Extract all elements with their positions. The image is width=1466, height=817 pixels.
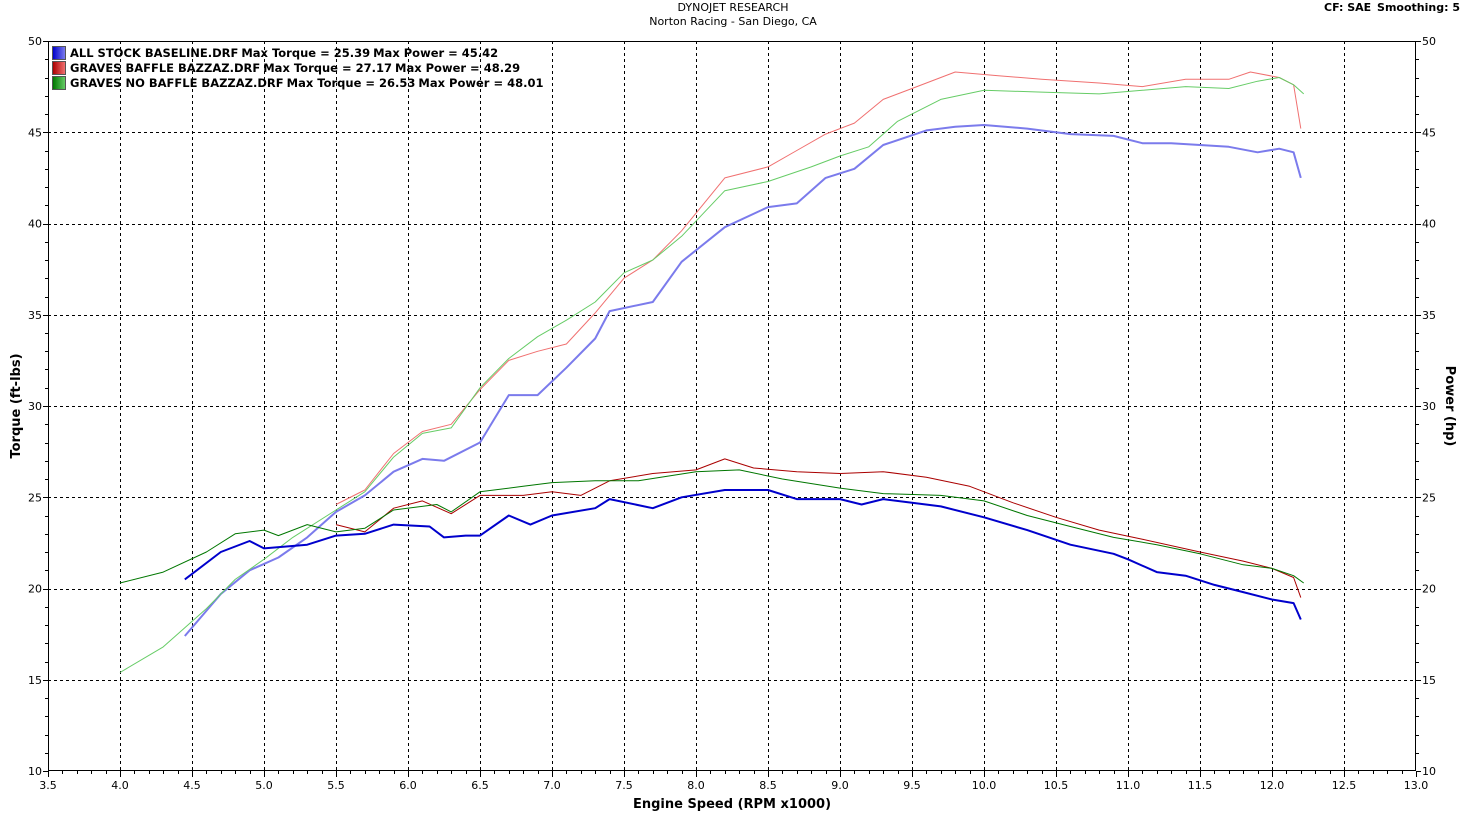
smoothing-label: Smoothing: 5 [1377, 1, 1460, 14]
x-tick-label: 9.5 [903, 779, 921, 792]
y-tick-label-left: 25 [28, 491, 42, 504]
y-tick-label-left: 10 [28, 765, 42, 778]
x-tick-label: 7.0 [543, 779, 561, 792]
legend-name-baffle: GRAVES BAFFLE BAZZAZ.DRF [70, 60, 261, 75]
legend-swatch-no-baffle [52, 75, 66, 90]
y-tick-label-right: 45 [1422, 126, 1436, 139]
y-tick-label-right: 40 [1422, 218, 1436, 231]
legend-entry-baffle: GRAVES BAFFLE BAZZAZ.DRF Max Torque = 27… [52, 60, 546, 75]
legend-max-torque-baffle: Max Torque = 27.17 [263, 60, 392, 75]
legend-max-torque-stock: Max Torque = 25.39 [241, 45, 371, 60]
series-torque-line-stock [184, 489, 1302, 620]
axis-ticks: 3.5 4.0 4.5 5.0 5.5 6.0 6.5 7.0 7.5 8.0 8.5 9.0 9.5 1… [28, 35, 1436, 792]
y-tick-label-right: 15 [1422, 674, 1436, 687]
x-tick-label: 10.0 [972, 779, 997, 792]
legend-max-torque-no-baffle: Max Torque = 26.53 [286, 75, 416, 90]
legend-entry-no-baffle: GRAVES NO BAFFLE BAZZAZ.DRF Max Torque =… [52, 75, 546, 90]
grid-lines [48, 41, 1416, 771]
y-tick-label-left: 30 [28, 400, 42, 413]
x-tick-label: 4.5 [183, 779, 201, 792]
x-tick-label: 7.5 [615, 779, 633, 792]
x-tick-label: 4.0 [111, 779, 129, 792]
y-axis-label-left: Torque (ft-lbs) [9, 353, 24, 458]
legend-max-power-baffle: Max Power = 48.29 [395, 60, 521, 75]
cf-label: CF: SAE [1324, 1, 1372, 14]
x-tick-label: 11.0 [1116, 779, 1141, 792]
chart-subtitle: Norton Racing - San Diego, CA [649, 15, 817, 28]
y-axis-label-right: Power (hp) [1442, 366, 1457, 447]
x-tick-label: 9.0 [831, 779, 849, 792]
legend-swatch-stock [52, 45, 66, 60]
x-axis-label: Engine Speed (RPM x1000) [633, 797, 831, 812]
series-power-line-baffle [335, 71, 1302, 505]
legend-name-stock: ALL STOCK BASELINE.DRF [70, 45, 239, 60]
y-tick-label-right: 20 [1422, 583, 1436, 596]
x-tick-label: 10.5 [1044, 779, 1069, 792]
legend-swatch-baffle [52, 60, 66, 75]
x-tick-label: 3.5 [39, 779, 57, 792]
y-tick-label-left: 15 [28, 674, 42, 687]
x-tick-label: 12.0 [1260, 779, 1285, 792]
x-tick-label: 5.5 [327, 779, 345, 792]
series-power-line-no-baffle [119, 77, 1305, 673]
y-tick-label-right: 50 [1422, 35, 1436, 48]
correction-info: CF: SAE Smoothing: 5 [1322, 1, 1460, 14]
plot-frame [48, 41, 1416, 771]
x-tick-label: 11.5 [1188, 779, 1213, 792]
y-tick-label-left: 35 [28, 309, 42, 322]
legend-max-power-stock: Max Power = 45.42 [373, 45, 499, 60]
y-tick-label-left: 40 [28, 218, 42, 231]
y-tick-label-left: 20 [28, 583, 42, 596]
y-tick-label-right: 10 [1422, 765, 1436, 778]
x-tick-label: 13.0 [1404, 779, 1429, 792]
y-tick-label-left: 45 [28, 126, 42, 139]
y-tick-label-right: 35 [1422, 309, 1436, 322]
series-torque-line-no-baffle [119, 469, 1304, 584]
x-tick-label: 6.0 [399, 779, 417, 792]
chart-title: DYNOJET RESEARCH [677, 1, 789, 14]
x-tick-label: 12.5 [1332, 779, 1357, 792]
y-tick-label-right: 25 [1422, 491, 1436, 504]
legend-entry-stock: ALL STOCK BASELINE.DRF Max Torque = 25.3… [52, 45, 546, 60]
y-tick-label-right: 30 [1422, 400, 1436, 413]
legend: ALL STOCK BASELINE.DRF Max Torque = 25.3… [52, 45, 546, 90]
x-tick-label: 5.0 [255, 779, 273, 792]
series-layer [119, 71, 1305, 673]
y-tick-label-left: 50 [28, 35, 42, 48]
x-tick-label: 8.5 [759, 779, 777, 792]
legend-name-no-baffle: GRAVES NO BAFFLE BAZZAZ.DRF [70, 75, 284, 90]
legend-max-power-no-baffle: Max Power = 48.01 [418, 75, 544, 90]
series-torque-line-baffle [335, 458, 1302, 598]
x-tick-label: 6.5 [471, 779, 489, 792]
series-power-line-stock [184, 124, 1302, 637]
x-tick-label: 8.0 [687, 779, 705, 792]
